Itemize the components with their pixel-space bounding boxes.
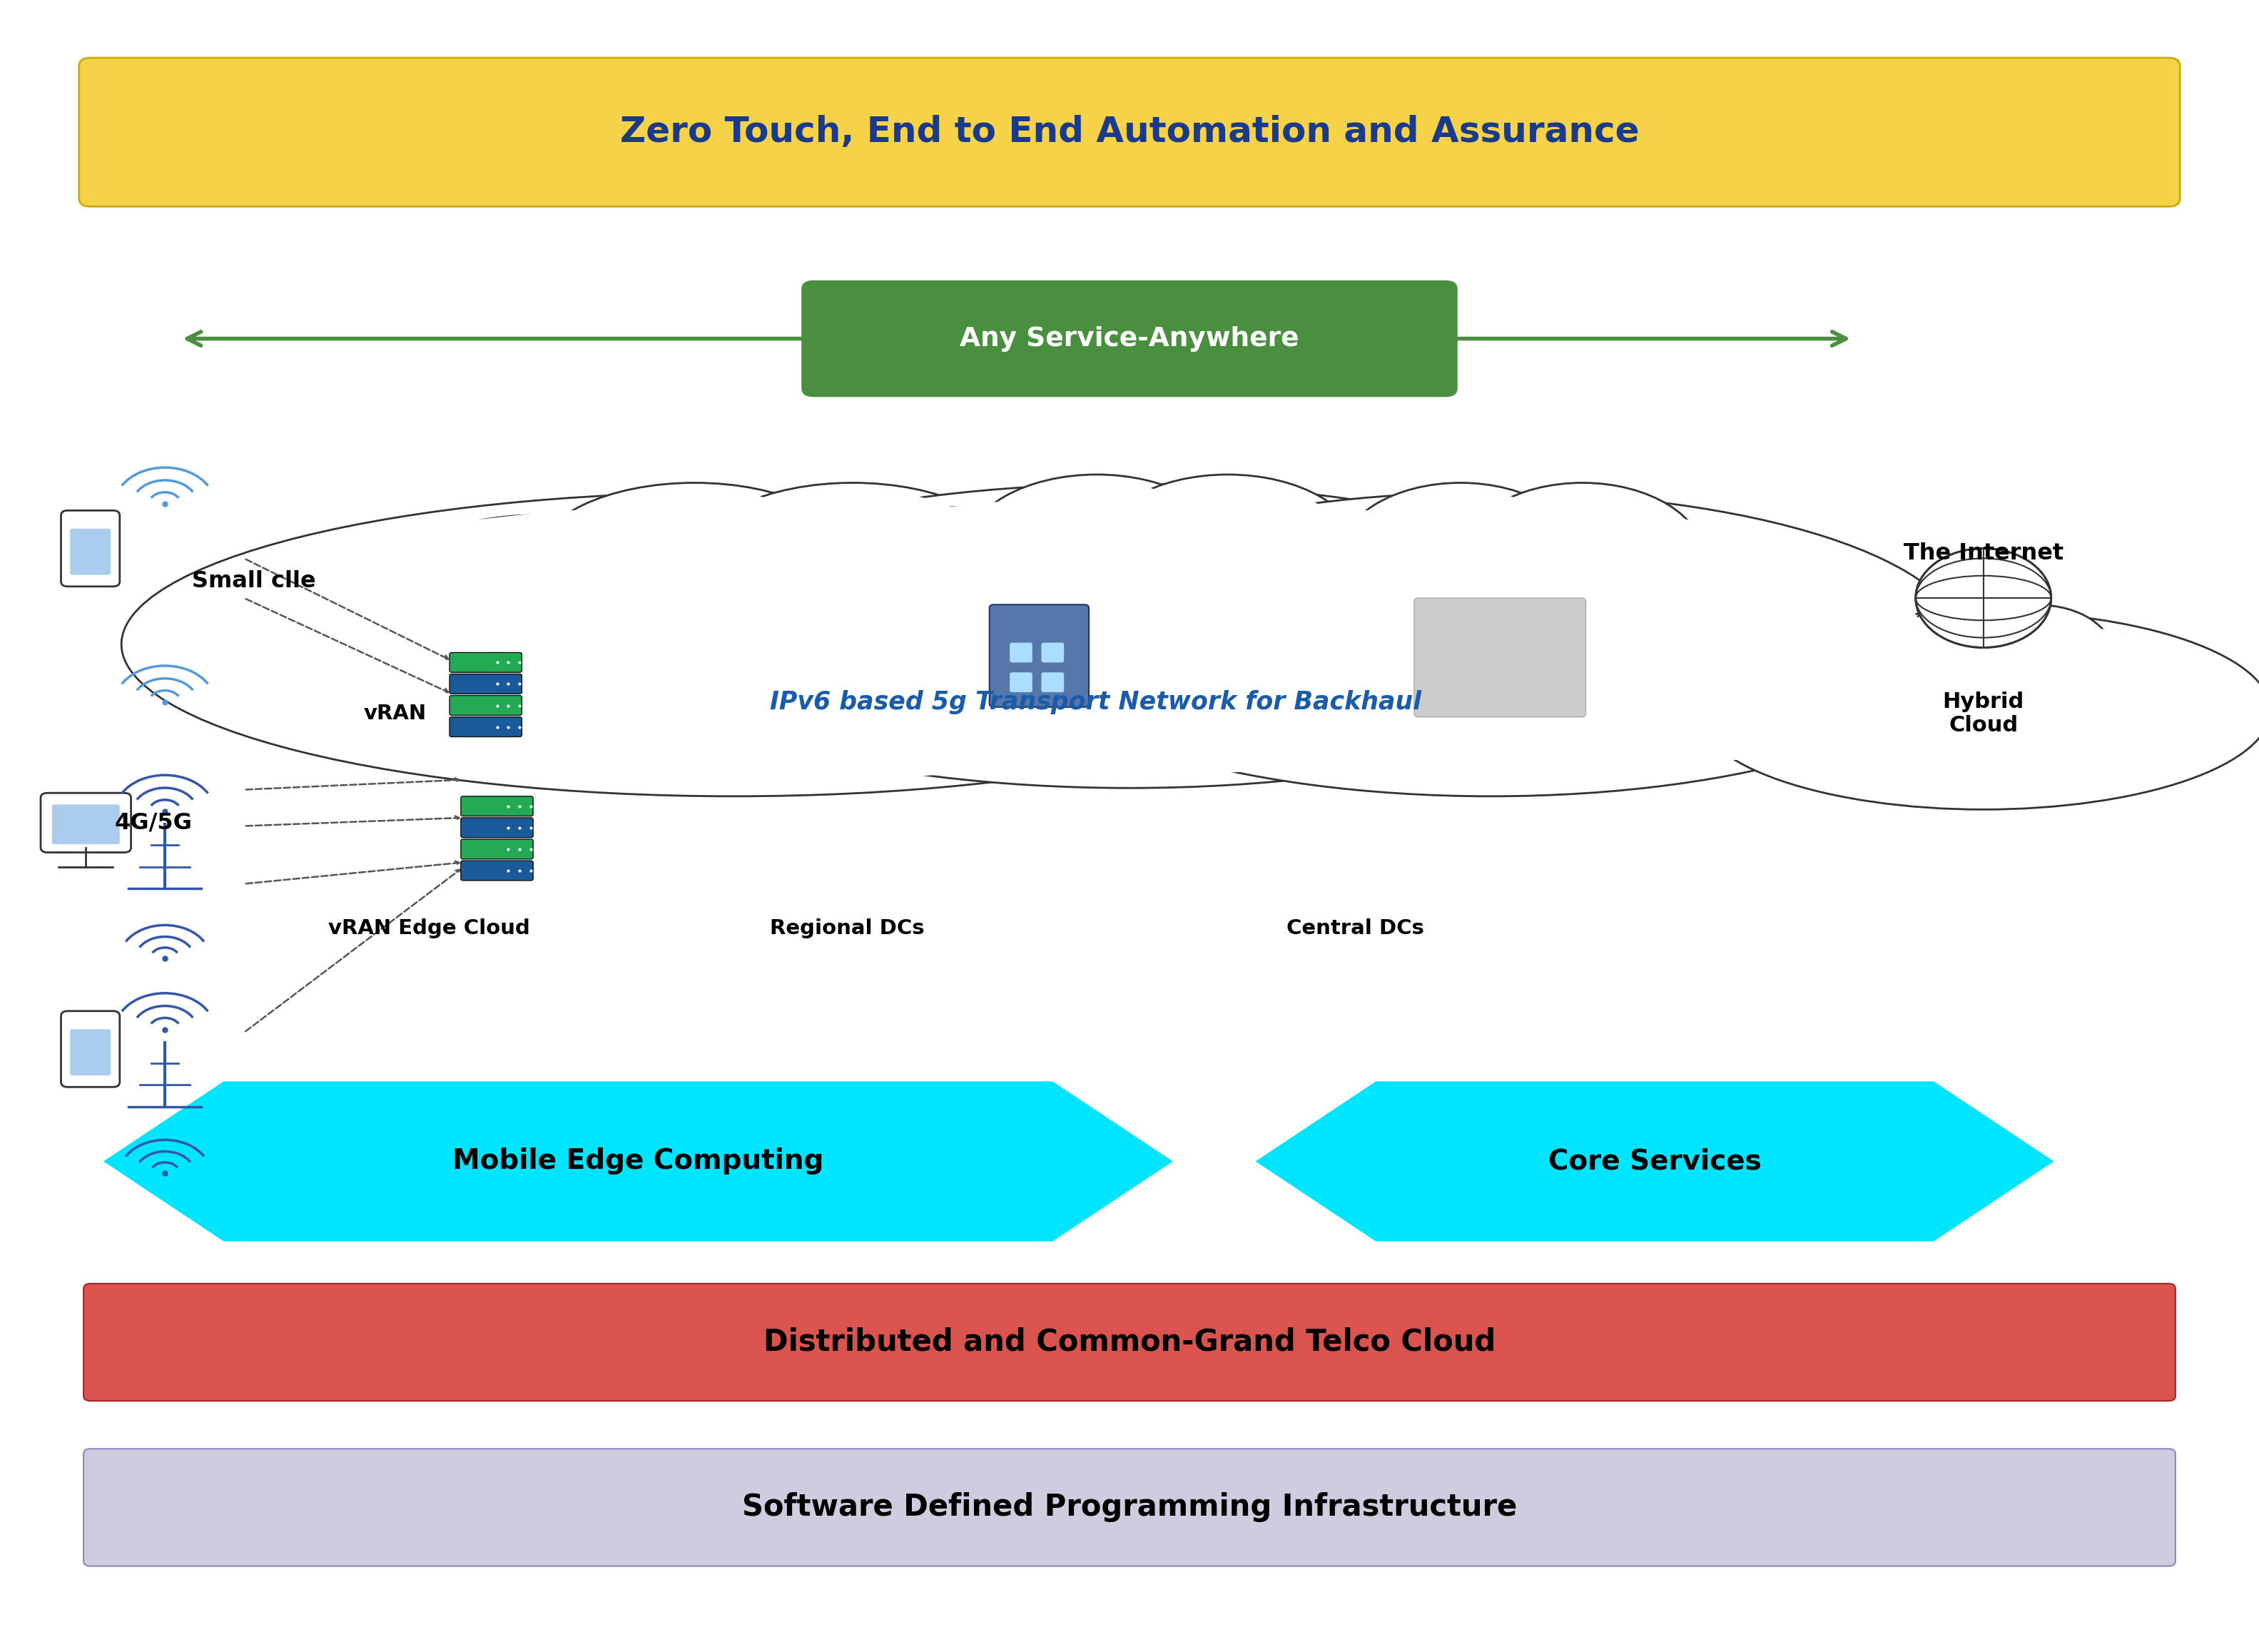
Ellipse shape (2044, 636, 2164, 715)
Ellipse shape (1055, 504, 1927, 785)
FancyBboxPatch shape (450, 653, 522, 672)
Text: vRAN: vRAN (364, 704, 427, 724)
Ellipse shape (1970, 610, 2108, 700)
Ellipse shape (169, 504, 1299, 785)
FancyBboxPatch shape (1414, 598, 1586, 717)
FancyBboxPatch shape (450, 695, 522, 715)
Ellipse shape (549, 489, 840, 629)
Ellipse shape (770, 565, 951, 669)
Ellipse shape (1019, 492, 1963, 796)
Ellipse shape (1719, 620, 2248, 801)
FancyBboxPatch shape (461, 796, 533, 816)
Ellipse shape (1891, 605, 2040, 704)
FancyBboxPatch shape (1041, 672, 1064, 692)
Polygon shape (102, 1080, 1175, 1242)
FancyBboxPatch shape (461, 839, 533, 859)
Ellipse shape (662, 496, 1597, 776)
Ellipse shape (852, 525, 1130, 657)
FancyBboxPatch shape (1010, 643, 1032, 662)
Ellipse shape (971, 577, 1193, 682)
Ellipse shape (1349, 489, 1572, 629)
Ellipse shape (980, 580, 1184, 677)
Text: Zero Touch, End to End Automation and Assurance: Zero Touch, End to End Automation and As… (619, 116, 1640, 149)
Ellipse shape (621, 484, 1638, 788)
Ellipse shape (707, 489, 998, 629)
FancyBboxPatch shape (989, 605, 1089, 707)
Ellipse shape (1898, 610, 2033, 700)
Text: The Internet: The Internet (1904, 542, 2062, 565)
Text: Central DCs: Central DCs (1288, 919, 1423, 938)
Ellipse shape (1333, 572, 1502, 669)
Text: IPv6 based 5g Transport Network for Backhaul: IPv6 based 5g Transport Network for Back… (770, 691, 1421, 714)
Ellipse shape (1965, 605, 2112, 704)
Ellipse shape (291, 568, 529, 682)
Ellipse shape (764, 560, 960, 674)
Text: Any Service-Anywhere: Any Service-Anywhere (960, 325, 1299, 352)
Ellipse shape (863, 530, 1118, 653)
FancyBboxPatch shape (41, 793, 131, 852)
FancyBboxPatch shape (1041, 643, 1064, 662)
Ellipse shape (2040, 633, 2169, 719)
FancyBboxPatch shape (61, 1011, 120, 1087)
FancyBboxPatch shape (802, 281, 1457, 396)
Ellipse shape (976, 481, 1218, 621)
Ellipse shape (1590, 530, 1787, 653)
FancyBboxPatch shape (461, 861, 533, 881)
Ellipse shape (1227, 517, 1457, 649)
Ellipse shape (386, 515, 687, 659)
FancyBboxPatch shape (70, 529, 111, 575)
Ellipse shape (1222, 515, 1455, 659)
Text: 4G/5G: 4G/5G (115, 811, 192, 834)
FancyBboxPatch shape (461, 818, 533, 838)
Ellipse shape (694, 482, 1010, 634)
Ellipse shape (398, 520, 675, 654)
FancyBboxPatch shape (84, 1449, 2175, 1566)
Ellipse shape (1681, 580, 1839, 677)
Ellipse shape (1821, 626, 1961, 720)
Ellipse shape (1697, 611, 2259, 809)
Ellipse shape (840, 507, 1091, 651)
Ellipse shape (1326, 568, 1509, 674)
FancyBboxPatch shape (450, 674, 522, 694)
Text: Distributed and Common-Grand Telco Cloud: Distributed and Common-Grand Telco Cloud (764, 1327, 1495, 1358)
Ellipse shape (1459, 482, 1703, 634)
Ellipse shape (1238, 522, 1448, 644)
Polygon shape (1254, 1080, 2056, 1242)
FancyBboxPatch shape (1010, 672, 1032, 692)
Ellipse shape (1150, 568, 1333, 682)
Text: Regional DCs: Regional DCs (770, 919, 924, 938)
Ellipse shape (1825, 629, 1956, 717)
Text: Hybrid
Cloud: Hybrid Cloud (1943, 691, 2024, 737)
Ellipse shape (1231, 520, 1446, 654)
Ellipse shape (2099, 669, 2193, 732)
Ellipse shape (122, 492, 1346, 796)
Text: Mobile Edge Computing: Mobile Edge Computing (452, 1148, 825, 1175)
FancyBboxPatch shape (450, 717, 522, 737)
Ellipse shape (1776, 661, 1886, 735)
Text: Software Defined Programming Infrastructure: Software Defined Programming Infrastruct… (741, 1492, 1518, 1523)
FancyBboxPatch shape (79, 58, 2180, 206)
FancyBboxPatch shape (70, 1029, 111, 1075)
Ellipse shape (300, 573, 520, 677)
Ellipse shape (1674, 577, 1846, 682)
Circle shape (1916, 548, 2051, 648)
Ellipse shape (2094, 666, 2198, 735)
Ellipse shape (852, 512, 1080, 646)
FancyBboxPatch shape (61, 510, 120, 586)
Ellipse shape (1096, 474, 1358, 626)
Ellipse shape (535, 482, 852, 634)
Ellipse shape (1107, 481, 1349, 621)
Text: vRAN Edge Cloud: vRAN Edge Cloud (328, 919, 531, 938)
Text: Small clle: Small clle (192, 570, 316, 593)
FancyBboxPatch shape (84, 1284, 2175, 1401)
Ellipse shape (1157, 573, 1326, 677)
Ellipse shape (1581, 525, 1796, 657)
Ellipse shape (965, 474, 1227, 626)
FancyBboxPatch shape (52, 805, 120, 844)
Ellipse shape (1337, 482, 1581, 634)
Text: Core Services: Core Services (1547, 1148, 1762, 1175)
Ellipse shape (1780, 664, 1882, 732)
Ellipse shape (1471, 489, 1694, 629)
